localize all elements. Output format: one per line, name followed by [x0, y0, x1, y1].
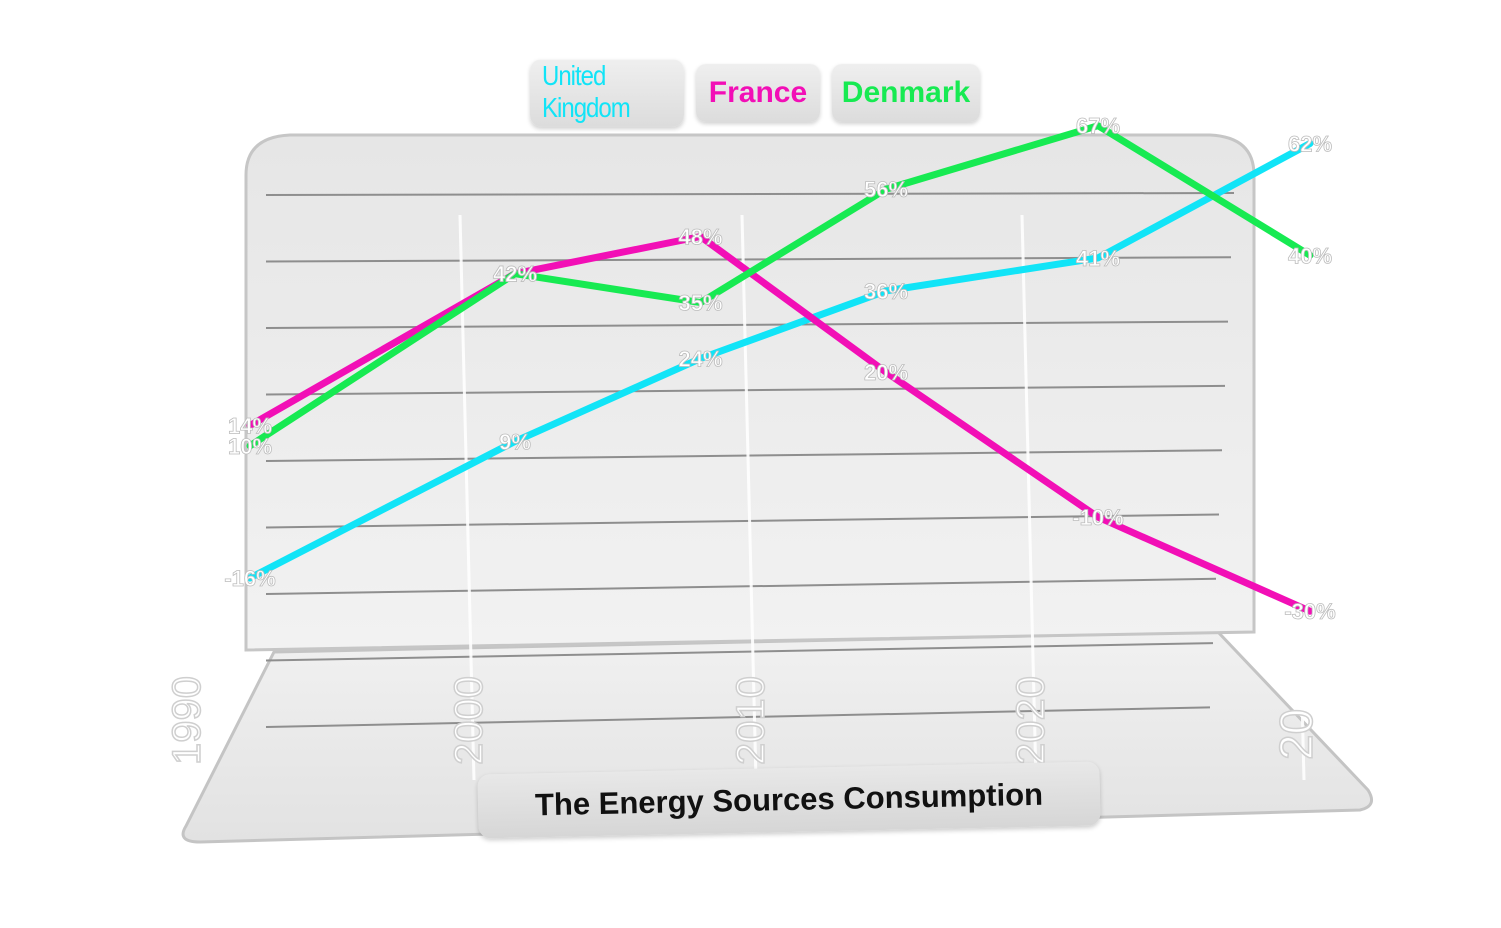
- series-line-denmark[interactable]: [246, 122, 1314, 450]
- data-label: -10%: [1072, 505, 1123, 530]
- x-tick-label: 20: [1270, 709, 1322, 760]
- chart-back-wall: [244, 133, 1256, 652]
- chart-title: The Energy Sources Consumption: [534, 776, 1044, 823]
- data-label: 48%: [678, 225, 722, 250]
- x-tick-label: 1990: [165, 676, 209, 765]
- data-label: -16%: [224, 566, 275, 591]
- data-labels: -16% 9% 24% 36% 41% 62% 14% 42% 48% 20% -10% -30% 10…: [224, 113, 1336, 624]
- data-label: 14%: [228, 414, 272, 439]
- data-label: 56%: [864, 177, 908, 202]
- gridlines: [265, 192, 1235, 728]
- data-label: 67%: [1076, 114, 1120, 139]
- data-label: 24%: [678, 347, 722, 372]
- x-tick-label: 2010: [729, 676, 773, 765]
- data-label: 10%: [228, 434, 272, 459]
- legend-item-united-kingdom[interactable]: United Kingdom: [530, 59, 684, 127]
- data-label: 42%: [493, 262, 537, 287]
- gridline: [265, 513, 1220, 529]
- series-lines: [246, 122, 1314, 615]
- data-label: 20%: [864, 360, 908, 385]
- vertical-guide: [176, 214, 194, 781]
- data-label: 40%: [1288, 243, 1332, 268]
- data-label: 9%: [499, 429, 531, 454]
- gridline: [265, 256, 1232, 263]
- data-label: 62%: [1288, 132, 1332, 157]
- legend-item-denmark[interactable]: Denmark: [832, 64, 980, 122]
- series-line-united-kingdom[interactable]: [246, 140, 1314, 582]
- gridline: [265, 192, 1235, 196]
- data-label: 41%: [1076, 246, 1120, 271]
- chart-title-box: The Energy Sources Consumption: [477, 761, 1101, 839]
- gridline: [265, 449, 1223, 462]
- gridline: [265, 577, 1217, 595]
- vertical-guide: [740, 214, 758, 781]
- x-tick-label: 2020: [1009, 676, 1053, 765]
- gridline: [265, 706, 1211, 728]
- chart-legend: United Kingdom France Denmark: [530, 59, 980, 127]
- data-label: 42%: [493, 262, 537, 287]
- gridline: [265, 642, 1214, 662]
- x-axis-ticks: 1990 2000 2010 2020 20: [164, 675, 1323, 765]
- data-label: 36%: [864, 279, 908, 304]
- legend-item-france[interactable]: France: [696, 64, 820, 122]
- vertical-guide: [1288, 214, 1306, 781]
- x-tick-label: 2000: [447, 676, 491, 765]
- data-label: 35%: [678, 291, 722, 316]
- vertical-guide: [1020, 214, 1038, 781]
- data-label: -30%: [1284, 599, 1335, 624]
